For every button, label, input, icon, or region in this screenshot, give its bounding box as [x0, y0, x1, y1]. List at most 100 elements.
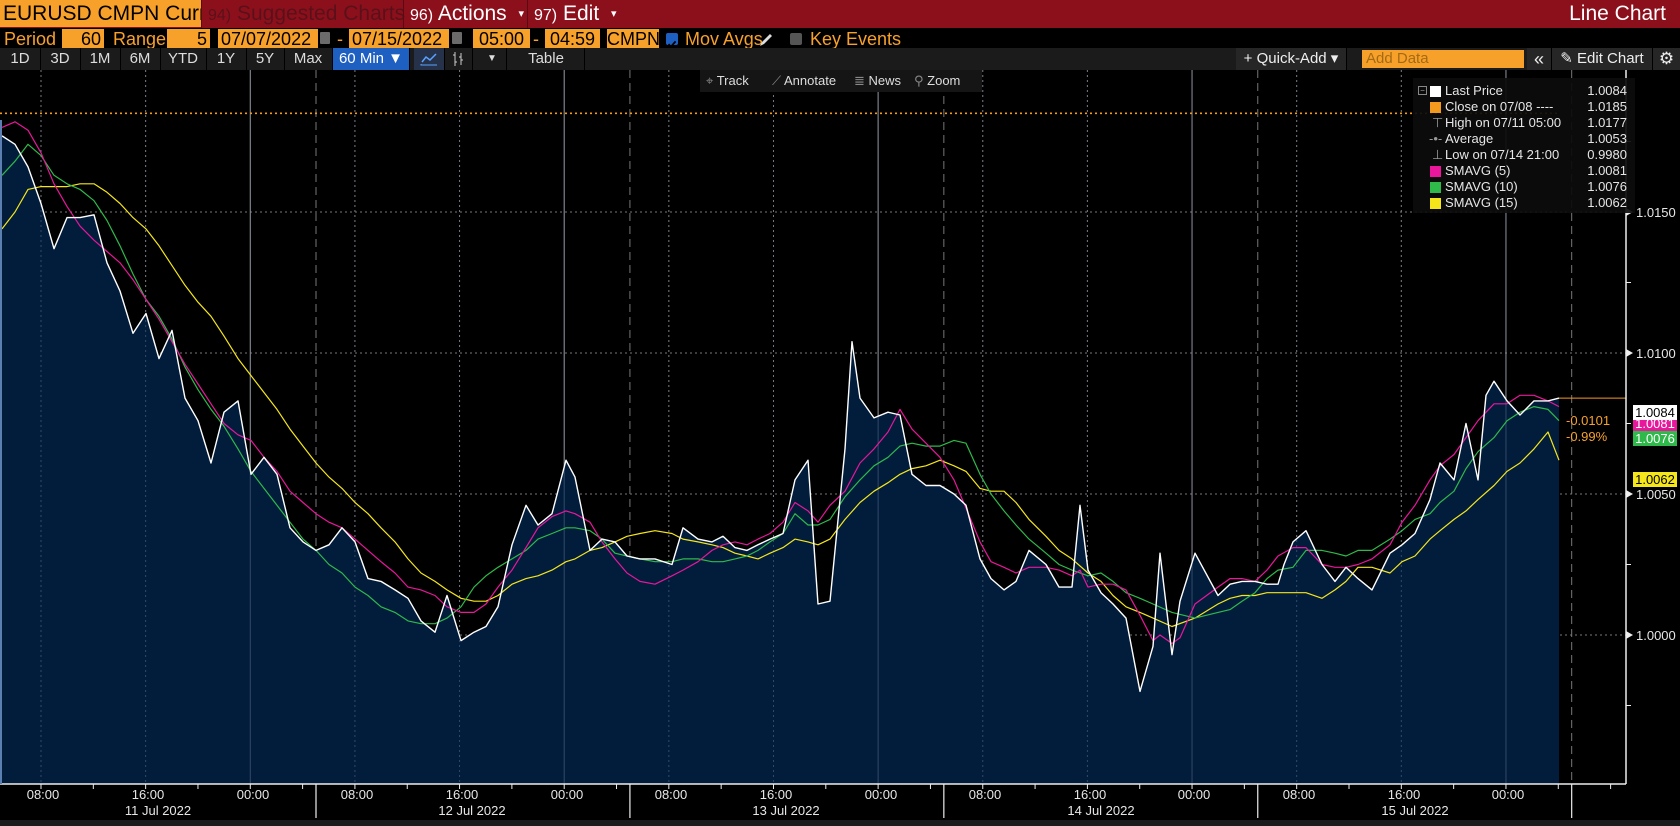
end-time-field[interactable]: 04:59 — [545, 29, 600, 49]
period-button-1d[interactable]: 1D — [0, 48, 41, 70]
legend-value: 1.0084 — [1587, 83, 1627, 98]
interval-dropdown[interactable]: 60 Min ▼ — [333, 48, 410, 70]
track-tool[interactable]: ⌖ Track — [700, 70, 776, 92]
magnifier-icon: ⚲ — [914, 73, 924, 88]
price-tag-smavg10: 1.0076 — [1633, 431, 1677, 446]
edit-menu[interactable]: 97) Edit ▾ — [527, 0, 628, 28]
price-tag-smavg15: 1.0062 — [1633, 472, 1677, 487]
crosshair-icon: ⌖ — [706, 73, 714, 88]
gear-icon[interactable]: ⚙ — [1653, 48, 1680, 70]
legend-value: 1.0185 — [1587, 99, 1627, 114]
low-marker-icon: ⊥ — [1432, 147, 1444, 162]
x-tick-label: 08:00 — [654, 787, 688, 802]
legend-swatch-white — [1430, 86, 1441, 97]
legend-value: 0.9980 — [1587, 147, 1627, 162]
line-chart-icon[interactable] — [414, 48, 445, 70]
key-events-label[interactable]: Key Events — [810, 29, 902, 49]
security-ticker[interactable]: EURUSD CMPN Curncy — [0, 0, 201, 27]
legend-name: Low on 07/14 21:00 — [1445, 147, 1560, 162]
collapse-panel-button[interactable]: « — [1527, 48, 1552, 70]
annotate-tool[interactable]: ⟋ Annotate — [766, 70, 858, 92]
price-change-abs: -0.0101 — [1566, 413, 1611, 428]
bar-chart-icon[interactable] — [444, 48, 473, 70]
title-bar: EURUSD CMPN Curncy 94) Suggested Charts … — [0, 0, 1680, 28]
legend-row-smavg10: SMAVG (10) 1.0076 — [1413, 179, 1635, 195]
legend-row-close: Close on 07/08 ---- 1.0185 — [1413, 99, 1635, 115]
mov-avgs-checkbox[interactable] — [666, 33, 678, 48]
price-chart[interactable] — [0, 70, 1680, 826]
start-time-field[interactable]: 05:00 — [473, 29, 530, 49]
legend-swatch-yellow — [1430, 198, 1441, 209]
quick-add-button[interactable]: + Quick-Add ▾ — [1236, 48, 1347, 70]
menu-label: Edit — [562, 2, 600, 25]
x-tick-label: 08:00 — [340, 787, 374, 802]
legend-row-high: ⊤ High on 07/11 05:00 1.0177 — [1413, 115, 1635, 131]
menu-number: 94) — [208, 7, 232, 24]
x-date-label: 14 Jul 2022 — [1067, 803, 1135, 818]
x-tick-label: 16:00 — [445, 787, 479, 802]
chart-legend[interactable]: − Last Price 1.0084 Close on 07/08 ---- … — [1413, 78, 1635, 213]
legend-row-smavg5: SMAVG (5) 1.0081 — [1413, 163, 1635, 179]
period-button-5y[interactable]: 5Y — [246, 48, 285, 70]
annotate-icon: ⟋ — [772, 73, 782, 88]
zoom-tool[interactable]: ⚲ Zoom — [908, 70, 982, 92]
collapse-icon[interactable]: − — [1418, 86, 1427, 95]
key-events-checkbox[interactable] — [790, 33, 802, 45]
annotate-label: Annotate — [784, 73, 837, 88]
period-field[interactable]: 60 — [62, 29, 104, 49]
legend-value: 1.0053 — [1587, 131, 1627, 146]
news-tool[interactable]: ≣ News — [848, 70, 918, 92]
legend-row-smavg15: SMAVG (15) 1.0062 — [1413, 195, 1635, 211]
edit-chart-button[interactable]: ✎ Edit Chart — [1552, 48, 1653, 70]
zoom-label: Zoom — [927, 73, 961, 88]
range-field[interactable]: 5 — [167, 29, 210, 49]
pencil-icon[interactable] — [758, 31, 774, 53]
x-date-label: 13 Jul 2022 — [752, 803, 820, 818]
period-button-3d[interactable]: 3D — [40, 48, 81, 70]
legend-name: Close on 07/08 ---- — [1445, 99, 1554, 114]
calendar-icon[interactable] — [452, 32, 462, 44]
x-date-label: 12 Jul 2022 — [438, 803, 506, 818]
period-button-6m[interactable]: 6M — [120, 48, 161, 70]
x-tick-label: 00:00 — [864, 787, 898, 802]
period-button-max[interactable]: Max — [284, 48, 333, 70]
price-tag-last: 1.0084 — [1633, 405, 1677, 420]
x-tick-label: 00:00 — [1491, 787, 1525, 802]
end-date-field[interactable]: 07/15/2022 — [349, 29, 449, 49]
x-tick-label: 16:00 — [759, 787, 793, 802]
y-tick-label: 1.0100 — [1636, 346, 1676, 361]
x-tick-label: 08:00 — [26, 787, 60, 802]
suggested-charts-menu[interactable]: 94) Suggested Charts — [201, 0, 408, 28]
time-separator: - — [533, 29, 539, 49]
x-date-label: 11 Jul 2022 — [124, 803, 192, 818]
source-field[interactable]: CMPN — [607, 29, 660, 49]
period-button-ytd[interactable]: YTD — [160, 48, 207, 70]
chart-type-dropdown-icon[interactable]: ▼ — [478, 48, 507, 70]
legend-swatch-magenta — [1430, 166, 1441, 177]
chart-toolbar: 1D 3D 1M 6M YTD 1Y 5Y Max 60 Min ▼ ▼ Tab… — [0, 48, 1680, 70]
chart-type-title: Line Chart — [1569, 2, 1666, 25]
actions-menu[interactable]: 96) Actions ▾ — [403, 0, 532, 28]
legend-name: Last Price — [1445, 83, 1503, 98]
average-marker-icon: -•- — [1429, 131, 1443, 146]
y-tick-label: 1.0150 — [1636, 205, 1676, 220]
legend-swatch-green — [1430, 182, 1441, 193]
track-label: Track — [716, 73, 749, 88]
x-tick-label: 00:00 — [550, 787, 584, 802]
status-strip — [0, 820, 1680, 826]
x-tick-label: 16:00 — [1387, 787, 1421, 802]
period-button-1m[interactable]: 1M — [80, 48, 121, 70]
date-separator: - — [337, 29, 343, 49]
legend-row-low: ⊥ Low on 07/14 21:00 0.9980 — [1413, 147, 1635, 163]
period-button-1y[interactable]: 1Y — [206, 48, 247, 70]
add-data-input[interactable]: Add Data — [1362, 50, 1524, 68]
mov-avgs-label[interactable]: Mov Avgs — [685, 29, 763, 49]
table-button[interactable]: Table — [508, 48, 585, 70]
menu-label: Suggested Charts — [236, 2, 406, 25]
calendar-icon[interactable] — [320, 32, 330, 44]
legend-value: 1.0177 — [1587, 115, 1627, 130]
x-tick-label: 08:00 — [1282, 787, 1316, 802]
range-label: Range — [113, 29, 167, 49]
start-date-field[interactable]: 07/07/2022 — [218, 29, 318, 49]
high-marker-icon: ⊤ — [1432, 115, 1444, 130]
